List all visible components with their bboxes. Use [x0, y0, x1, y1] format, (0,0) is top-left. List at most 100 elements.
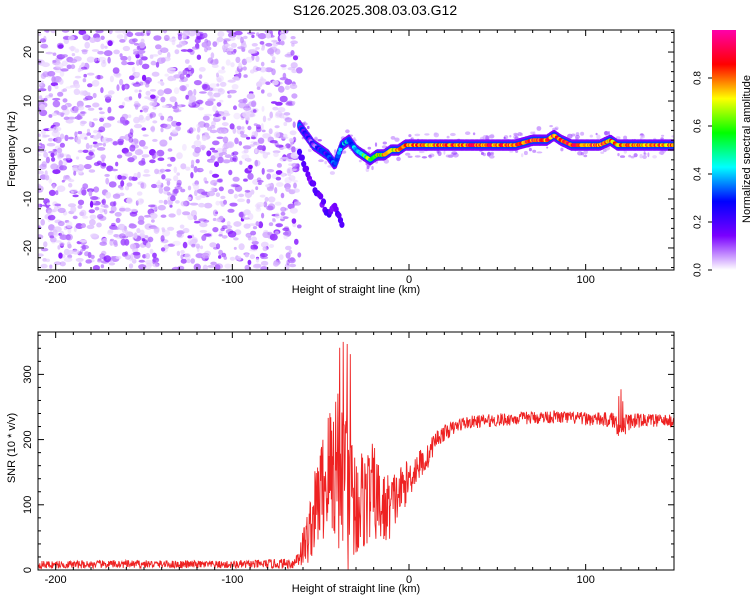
noise-cell	[280, 206, 287, 212]
noise-cell	[215, 211, 219, 214]
noise-cell	[142, 174, 151, 177]
noise-cell	[173, 106, 180, 113]
noise-cell	[98, 107, 103, 111]
y-tick-label: 200	[22, 430, 34, 448]
noise-cell	[48, 178, 52, 184]
noise-cell	[103, 50, 113, 57]
noise-cell	[291, 43, 295, 47]
noise-cell	[290, 152, 299, 159]
noise-cell	[255, 47, 260, 50]
noise-cell	[144, 259, 153, 264]
halo-cell	[307, 148, 312, 153]
noise-cell	[238, 193, 245, 198]
snr-ylabel: SNR (10 * v/v)	[6, 412, 18, 484]
noise-cell	[108, 30, 113, 35]
noise-cell	[241, 154, 250, 160]
noise-cell	[104, 173, 110, 177]
noise-cell	[89, 144, 93, 149]
noise-cell	[283, 145, 287, 149]
noise-cell	[145, 252, 151, 260]
noise-cell	[249, 248, 258, 252]
colorbar-label: Normalized spectral amplitude	[741, 75, 750, 223]
noise-cell	[176, 44, 183, 48]
noise-cell	[254, 159, 258, 167]
noise-cell	[251, 43, 258, 47]
halo-cell	[429, 156, 432, 159]
noise-cell	[67, 243, 72, 249]
noise-cell	[248, 223, 257, 227]
noise-cell	[138, 160, 146, 166]
noise-cell	[168, 136, 172, 141]
noise-cell	[198, 74, 203, 79]
noise-cell	[179, 85, 187, 92]
noise-cell	[172, 240, 181, 246]
noise-cell	[270, 101, 278, 104]
noise-cell	[43, 151, 48, 158]
noise-cell	[137, 219, 145, 225]
noise-cell	[173, 74, 182, 79]
noise-cell	[160, 214, 167, 218]
noise-cell	[149, 101, 158, 107]
noise-cell	[291, 146, 296, 154]
noise-cell	[138, 259, 146, 263]
noise-cell	[89, 37, 97, 43]
noise-cell	[45, 207, 53, 214]
noise-cell	[247, 172, 254, 180]
noise-cell	[67, 35, 75, 41]
noise-cell	[291, 162, 299, 168]
noise-cell	[211, 150, 219, 153]
noise-cell	[184, 59, 190, 64]
noise-cell	[116, 154, 123, 159]
noise-cell	[128, 223, 137, 229]
heatmap-ylabel: Frequency (Hz)	[6, 111, 18, 187]
noise-cell	[59, 242, 65, 247]
noise-cell	[49, 235, 55, 239]
noise-cell	[227, 47, 234, 51]
halo-cell	[489, 155, 495, 159]
noise-cell	[171, 39, 176, 46]
noise-cell	[61, 30, 70, 33]
noise-cell	[50, 82, 59, 87]
noise-cell	[180, 258, 187, 264]
noise-cell	[124, 151, 133, 157]
noise-cell	[201, 234, 207, 241]
noise-cell	[39, 104, 46, 111]
noise-cell	[141, 154, 150, 158]
noise-cell	[113, 49, 120, 55]
halo-cell	[608, 131, 610, 136]
noise-cell	[244, 189, 251, 193]
noise-cell	[216, 83, 220, 87]
noise-cell	[269, 233, 278, 241]
noise-cell	[38, 253, 44, 257]
noise-cell	[250, 244, 254, 250]
noise-cell	[260, 253, 268, 258]
noise-cell	[167, 75, 175, 82]
noise-cell	[75, 156, 80, 160]
noise-cell	[161, 174, 166, 180]
noise-cell	[58, 252, 63, 259]
noise-cell	[218, 215, 224, 221]
noise-cell	[187, 185, 192, 191]
noise-cell	[86, 56, 95, 63]
noise-cell	[176, 152, 183, 160]
branch-cell	[320, 198, 327, 205]
noise-cell	[280, 136, 289, 140]
noise-cell	[42, 134, 50, 138]
noise-cell	[179, 224, 185, 229]
y-tick-label: 100	[22, 496, 34, 514]
noise-cell	[214, 161, 219, 168]
noise-cell	[238, 102, 247, 109]
noise-cell	[216, 136, 224, 140]
halo-cell	[390, 136, 396, 140]
noise-cell	[255, 67, 262, 71]
noise-cell	[119, 116, 126, 123]
halo-cell	[633, 153, 638, 158]
noise-cell	[215, 200, 220, 206]
noise-cell	[70, 107, 79, 114]
noise-cell	[99, 111, 105, 115]
noise-cell	[152, 106, 157, 110]
noise-cell	[230, 62, 235, 68]
noise-cell	[142, 145, 149, 150]
noise-cell	[43, 97, 48, 102]
noise-cell	[193, 214, 197, 221]
